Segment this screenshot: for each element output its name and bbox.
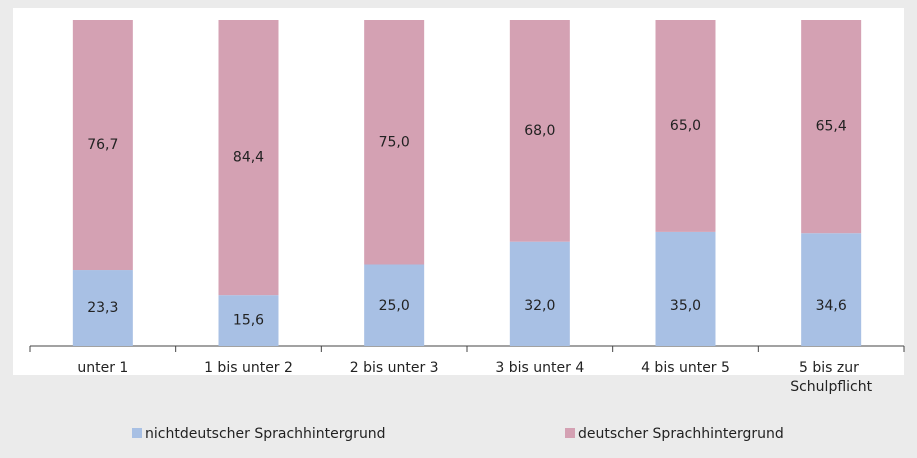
- data-label: 84,4: [233, 150, 264, 166]
- data-label: 15,6: [233, 313, 264, 329]
- legend-swatch: [132, 428, 142, 438]
- data-label: 34,6: [816, 298, 847, 314]
- plot-area: [13, 8, 904, 375]
- legend-label: nichtdeutscher Sprachhintergrund: [145, 426, 386, 442]
- data-label: 35,0: [670, 298, 701, 314]
- data-label: 32,0: [524, 298, 555, 314]
- x-tick-label: 4 bis unter 5: [641, 360, 730, 376]
- x-tick-label: 3 bis unter 4: [495, 360, 584, 376]
- bar-segment: [218, 20, 279, 296]
- bar-segment: [364, 264, 425, 346]
- x-tick-label: unter 1: [77, 360, 128, 376]
- data-label: 68,0: [524, 123, 555, 139]
- bar-segment: [364, 20, 425, 265]
- x-tick-label: 1 bis unter 2: [204, 360, 293, 376]
- bar-segment: [655, 231, 716, 346]
- data-label: 25,0: [379, 298, 410, 314]
- data-label: 65,0: [670, 118, 701, 134]
- x-tick-label: 2 bis unter 3: [350, 360, 439, 376]
- bar-segment: [655, 20, 716, 232]
- bar-segment: [801, 20, 862, 234]
- legend-swatch: [565, 428, 575, 438]
- legend-label: deutscher Sprachhintergrund: [578, 426, 784, 442]
- data-label: 23,3: [87, 300, 118, 316]
- data-label: 76,7: [87, 137, 118, 153]
- bar-segment: [801, 233, 862, 346]
- bar-segment: [509, 20, 570, 242]
- bar-segment: [72, 270, 133, 346]
- bar-segment: [509, 241, 570, 346]
- x-tick-label: 5 bis zur Schulpflicht: [790, 360, 872, 395]
- data-label: 75,0: [379, 134, 410, 150]
- bar-segment: [218, 295, 279, 346]
- bar-segment: [72, 20, 133, 271]
- data-label: 65,4: [816, 119, 847, 135]
